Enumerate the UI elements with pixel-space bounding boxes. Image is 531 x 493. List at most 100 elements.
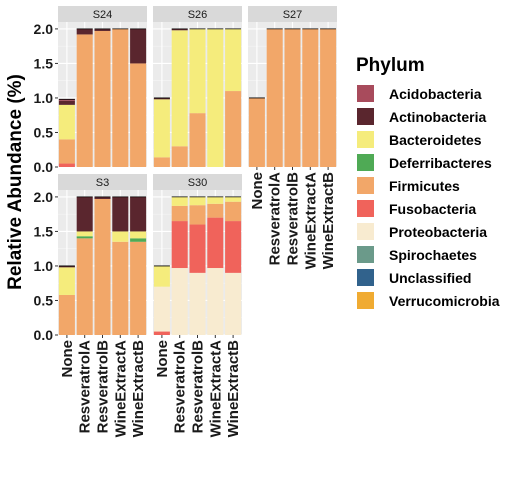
x-tick-label: ResveratrolB <box>190 340 207 434</box>
bar-segment-firmicutes <box>58 139 75 164</box>
y-tick-label: 1.0 <box>34 258 54 274</box>
bar-segment-bacteroidetes <box>207 28 224 168</box>
legend-label: Spirochaetes <box>389 247 477 263</box>
legend-item-spirochaetes: Spirochaetes <box>357 246 477 263</box>
bar-segment-actinobacteria <box>130 28 147 64</box>
legend-title: Phylum <box>356 55 425 76</box>
facet-strip <box>58 6 147 22</box>
bar-segment-deferribacteres <box>76 236 93 239</box>
bar-none <box>58 98 75 167</box>
legend-label: Proteobacteria <box>389 224 487 240</box>
bar-segment-bacteroidetes <box>189 196 206 206</box>
bar-resveratrolb <box>189 28 206 167</box>
y-tick-label: 0.0 <box>34 327 54 343</box>
bar-segment-bacteroidetes <box>153 99 170 158</box>
legend-swatch <box>357 85 374 102</box>
bar-segment-firmicutes <box>153 157 170 167</box>
bar-segment-bacteroidetes <box>76 231 93 237</box>
bar-segment-fusobacteria <box>189 224 206 273</box>
legend-swatch <box>357 177 374 194</box>
bar-resveratrolb <box>94 28 111 167</box>
legend-item-firmicutes: Firmicutes <box>357 177 460 194</box>
bar-segment-proteobacteria <box>153 286 170 332</box>
bar-segment-actinobacteria <box>76 196 93 232</box>
y-tick-label: 2.0 <box>34 189 54 205</box>
legend-swatch <box>357 292 374 309</box>
facet-strip-label: S24 <box>93 9 113 21</box>
bar-segment-actinobacteria <box>130 196 147 232</box>
bar-segment-firmicutes <box>171 146 188 167</box>
bar-segment-actinobacteria <box>76 28 93 35</box>
bar-wineextracta <box>207 28 224 168</box>
bar-segment-firmicutes <box>58 294 75 335</box>
bar-segment-firmicutes <box>266 28 283 168</box>
panel-s24: S24 0.0 0.5 1.0 1.5 2.0 <box>34 6 147 175</box>
bar-segment-firmicutes <box>76 34 93 167</box>
bar-resveratrolb <box>189 196 206 335</box>
bar-segment-bacteroidetes <box>207 196 224 204</box>
panel-s3: S3 0.0 0.5 1.0 1.5 2.0 None ResveratrolA Resvera… <box>34 174 147 438</box>
legend-item-verrucomicrobia: Verrucomicrobia <box>357 292 500 309</box>
bar-segment-proteobacteria <box>171 268 188 335</box>
bar-segment-firmicutes <box>94 198 111 335</box>
bar-resveratrola <box>76 196 93 335</box>
bar-segment-firmicutes <box>302 28 319 168</box>
bar-none <box>153 265 170 335</box>
bar-resveratrola <box>76 28 93 167</box>
x-tick-label: WineExtractA <box>302 172 319 270</box>
bar-segment-firmicutes <box>130 241 147 335</box>
bar-segment-proteobacteria <box>225 272 242 335</box>
x-tick-label: ResveratrolB <box>285 172 302 266</box>
x-tick-label: WineExtractA <box>112 340 129 438</box>
bar-segment-firmicutes <box>76 238 93 335</box>
legend-swatch <box>357 200 374 217</box>
bar-segment-bacteroidetes <box>189 28 206 114</box>
bar-none <box>153 97 170 167</box>
x-tick-label: None <box>249 172 266 210</box>
legend-item-acidobacteria: Acidobacteria <box>357 85 482 102</box>
bar-segment-bacteroidetes <box>153 265 170 287</box>
bar-segment-fusobacteria <box>225 221 242 273</box>
bar-resveratrola <box>171 28 188 167</box>
bar-segment-firmicutes <box>284 28 301 168</box>
bar-segment-fusobacteria <box>153 331 170 335</box>
bar-segment-bacteroidetes <box>225 196 242 202</box>
bar-resveratrolb <box>284 28 301 168</box>
legend-item-deferribacteres: Deferribacteres <box>357 154 492 171</box>
bar-none <box>58 265 75 335</box>
legend-label: Acidobacteria <box>389 86 482 102</box>
y-axis-label: Relative Abundance (%) <box>5 74 26 290</box>
legend-item-actinobacteria: Actinobacteria <box>357 108 486 125</box>
legend-swatch <box>357 131 374 148</box>
bar-segment-bacteroidetes <box>225 28 242 92</box>
bar-segment-bacteroidetes <box>130 231 147 239</box>
legend-label: Bacteroidetes <box>389 132 482 148</box>
bar-segment-fusobacteria <box>58 163 75 167</box>
y-tick-label: 2.0 <box>34 21 54 37</box>
bar-segment-firmicutes <box>130 63 147 167</box>
facet-strip <box>153 6 242 22</box>
bar-segment-firmicutes <box>189 113 206 167</box>
bar-segment-actinobacteria <box>94 196 111 199</box>
bar-segment-actinobacteria <box>58 265 75 268</box>
bar-segment-bacteroidetes <box>171 196 188 206</box>
x-tick-label: WineExtractB <box>130 340 147 438</box>
bar-segment-fusobacteria <box>207 217 224 269</box>
x-tick-label: ResveratrolA <box>77 340 94 434</box>
bar-segment-bacteroidetes <box>58 267 75 295</box>
x-tick-label: WineExtractB <box>225 340 242 438</box>
bar-segment-proteobacteria <box>189 272 206 335</box>
bar-wineextracta <box>207 196 224 335</box>
y-tick-label: 0.5 <box>34 292 54 308</box>
bar-resveratrola <box>266 28 283 168</box>
x-tick-label: ResveratrolA <box>267 172 284 266</box>
x-tick-label: None <box>154 340 171 378</box>
legend-label: Fusobacteria <box>389 201 476 217</box>
bar-segment-actinobacteria <box>58 100 75 105</box>
facet-strip-label: S30 <box>188 177 208 189</box>
bar-segment-deferribacteres <box>130 238 147 242</box>
x-tick-label: None <box>59 340 76 378</box>
x-tick-label: WineExtractB <box>320 172 337 270</box>
bar-segment-actinobacteria <box>112 196 129 232</box>
bar-segment-firmicutes <box>207 203 224 218</box>
